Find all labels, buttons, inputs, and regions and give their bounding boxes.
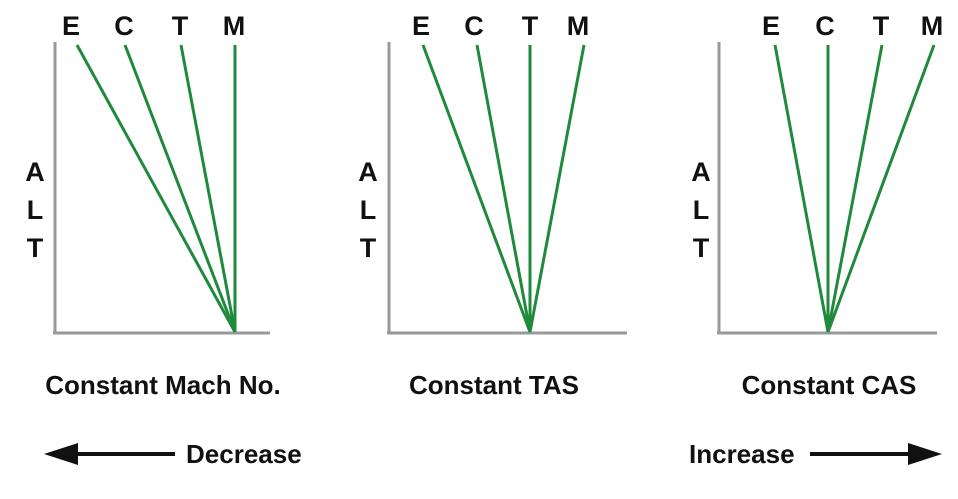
panel-1-label-t: T bbox=[172, 11, 189, 41]
panel-2-line-e bbox=[421, 44, 532, 333]
panel-1-label-e: E bbox=[62, 11, 80, 41]
panel-constant-cas: E C T M A L T Constant CAS bbox=[691, 11, 943, 400]
panel-2-label-e: E bbox=[412, 11, 430, 41]
panel-2-line-m bbox=[528, 44, 586, 333]
panel-2-line-c bbox=[475, 44, 532, 333]
panel-3-line-t bbox=[826, 44, 884, 333]
panel-3-title: Constant CAS bbox=[742, 370, 917, 400]
panel-2-alt-a: A bbox=[358, 157, 378, 187]
panel-3-alt-l: L bbox=[693, 195, 710, 225]
panel-2-alt-l: L bbox=[360, 195, 377, 225]
panel-1-line-t bbox=[179, 44, 237, 333]
decrease-arrow-group: Decrease bbox=[44, 439, 302, 469]
panel-2-label-c: C bbox=[464, 11, 484, 41]
decrease-label: Decrease bbox=[186, 439, 302, 469]
left-arrow-head-icon bbox=[44, 443, 78, 465]
panel-3-label-e: E bbox=[762, 11, 780, 41]
panel-2-label-t: T bbox=[522, 11, 539, 41]
panel-3-alt-a: A bbox=[691, 157, 711, 187]
increase-label: Increase bbox=[689, 439, 795, 469]
panel-2-alt-t: T bbox=[360, 233, 377, 263]
panel-1-title: Constant Mach No. bbox=[45, 370, 280, 400]
panel-2-label-m: M bbox=[567, 11, 590, 41]
panel-3-label-c: C bbox=[815, 11, 835, 41]
panel-1-label-m: M bbox=[223, 11, 246, 41]
panel-1-alt-t: T bbox=[27, 233, 44, 263]
panel-1-label-c: C bbox=[114, 11, 134, 41]
panel-3-label-m: M bbox=[921, 11, 944, 41]
panel-constant-tas: E C T M A L T Constant TAS bbox=[358, 11, 627, 400]
panel-3-line-m bbox=[826, 44, 936, 333]
panel-2-title: Constant TAS bbox=[409, 370, 579, 400]
panel-constant-mach: E C T M A L T Constant Mach No. bbox=[25, 11, 280, 400]
panel-3-label-t: T bbox=[873, 11, 890, 41]
panel-1-alt-l: L bbox=[27, 195, 44, 225]
panel-1-alt-a: A bbox=[25, 157, 45, 187]
right-arrow-head-icon bbox=[908, 443, 942, 465]
panel-1-line-e bbox=[75, 44, 237, 333]
panel-3-alt-t: T bbox=[693, 233, 710, 263]
panel-1-line-c bbox=[123, 44, 237, 333]
panel-3-line-e bbox=[773, 44, 830, 333]
increase-arrow-group: Increase bbox=[689, 439, 942, 469]
